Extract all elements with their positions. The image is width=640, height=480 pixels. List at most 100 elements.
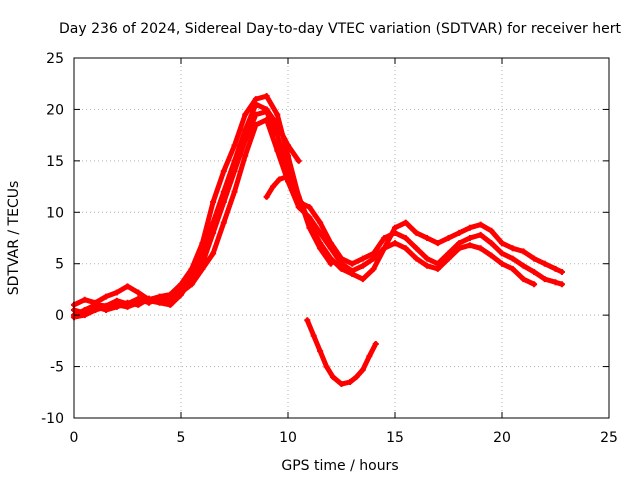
data-point — [466, 242, 473, 249]
data-point — [252, 121, 259, 128]
data-point — [323, 363, 330, 370]
data-point — [552, 265, 559, 272]
series-arc-2 — [71, 93, 565, 308]
data-point — [499, 250, 505, 257]
data-point — [531, 281, 538, 288]
data-point — [199, 240, 206, 247]
data-point — [477, 245, 484, 252]
data-point — [242, 152, 249, 159]
series-line — [304, 317, 379, 387]
data-point — [231, 188, 238, 195]
data-point — [520, 248, 527, 255]
data-point — [359, 255, 366, 262]
data-point — [317, 348, 324, 355]
y-tick-label: 25 — [46, 51, 64, 67]
data-point — [276, 176, 283, 183]
y-tick-label: 15 — [46, 154, 64, 170]
grid — [74, 58, 609, 418]
data-point — [424, 262, 431, 269]
data-point — [113, 289, 120, 296]
data-point — [541, 276, 548, 283]
data-point — [392, 229, 398, 236]
data-point — [274, 111, 281, 118]
data-point — [359, 276, 366, 283]
data-point — [306, 224, 313, 231]
data-point — [349, 267, 356, 274]
data-point — [347, 379, 354, 385]
data-point — [210, 229, 217, 236]
data-point — [220, 219, 227, 226]
data-point — [317, 219, 324, 226]
data-point — [329, 373, 336, 380]
chart-title: Day 236 of 2024, Sidereal Day-to-day VTE… — [59, 21, 621, 37]
data-point — [167, 296, 174, 303]
data-point — [252, 96, 259, 103]
data-point — [381, 235, 388, 241]
data-point — [477, 221, 484, 228]
data-point — [353, 373, 360, 380]
data-point — [188, 265, 195, 272]
data-point — [520, 276, 527, 283]
data-point — [541, 260, 548, 267]
data-point — [359, 262, 366, 269]
data-point — [113, 303, 120, 310]
data-point — [413, 245, 420, 252]
data-point — [424, 255, 431, 262]
data-point — [317, 229, 324, 236]
series-arc-3 — [71, 108, 565, 321]
data-point — [231, 168, 238, 175]
data-point — [499, 260, 505, 267]
series-layer — [71, 93, 565, 388]
data-point — [392, 224, 398, 231]
data-point — [178, 289, 184, 296]
data-point — [402, 235, 409, 241]
data-point — [366, 353, 373, 360]
data-point — [92, 303, 99, 310]
data-point — [263, 108, 270, 115]
data-point — [210, 199, 217, 205]
data-point — [509, 255, 516, 262]
data-point — [304, 317, 311, 324]
data-point — [263, 193, 270, 200]
data-point — [370, 255, 377, 262]
data-point — [372, 340, 379, 347]
x-tick-label: 5 — [177, 430, 186, 446]
data-point — [124, 299, 131, 306]
data-point — [145, 295, 152, 302]
x-axis-label: GPS time / hours — [281, 458, 398, 474]
data-point — [270, 183, 277, 190]
y-tick-label: 5 — [55, 257, 64, 273]
data-point — [434, 265, 441, 272]
y-tick-label: 20 — [46, 102, 64, 118]
data-point — [310, 332, 317, 339]
data-point — [81, 310, 88, 317]
data-point — [220, 168, 227, 175]
data-point — [210, 250, 217, 257]
series-line — [71, 101, 302, 318]
data-point — [263, 93, 270, 100]
x-ticks: 0 5 10 15 20 25 — [70, 58, 618, 446]
data-point — [381, 245, 388, 252]
x-tick-label: 0 — [70, 430, 79, 446]
data-point — [274, 132, 281, 139]
y-ticks: -10 -5 0 5 10 15 20 25 — [41, 51, 609, 427]
data-point — [488, 240, 495, 247]
data-point — [199, 265, 206, 272]
data-point — [488, 227, 495, 234]
data-point — [466, 224, 473, 231]
data-point — [466, 235, 473, 241]
data-point — [531, 268, 538, 275]
data-point — [456, 245, 463, 252]
data-point — [103, 307, 110, 313]
data-point — [135, 289, 142, 296]
data-point — [392, 240, 398, 247]
series-line — [71, 109, 565, 320]
data-point — [424, 235, 431, 241]
data-point — [327, 260, 334, 267]
data-point — [242, 137, 249, 144]
series-arc-6 — [304, 317, 379, 388]
data-point — [295, 157, 302, 164]
data-point — [552, 279, 559, 286]
data-point — [291, 180, 298, 187]
